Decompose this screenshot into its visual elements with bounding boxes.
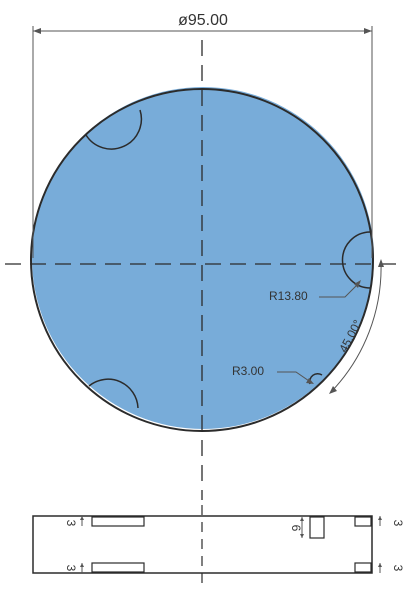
side-view: 3 3 6 3 3 (32, 505, 405, 585)
disc-fill (32, 87, 374, 429)
radius-small-callout: R3.00 (232, 364, 314, 384)
diameter-dimension: ø95.00 (32, 12, 373, 258)
dim-left-bottom: 3 (64, 563, 84, 573)
left-top-pocket (91, 516, 145, 527)
dim-left-top: 3 (64, 516, 84, 527)
disc-outline (30, 88, 374, 432)
dim-right-bottom-arrow (378, 563, 382, 567)
dim-right-top-arrow (378, 516, 382, 520)
leader-r3-00 (277, 371, 313, 384)
angle-arc (330, 261, 382, 393)
leader-r13-80-arrow (354, 280, 361, 288)
left-bottom-pocket (91, 562, 145, 573)
top-view (5, 40, 400, 500)
leader-r3-00-arrow (306, 378, 314, 384)
arrow-left (33, 28, 41, 34)
leader-r13-80 (319, 281, 361, 298)
radius-small-label: R3.00 (232, 364, 264, 378)
notch-top-left (85, 109, 143, 150)
dim-slot-arrow-bottom (300, 534, 304, 538)
notch-bottom-left (88, 378, 139, 409)
dim-slot: 6 (289, 517, 304, 538)
arrow-right (364, 28, 372, 34)
radius-large-callout: R13.80 (269, 280, 361, 303)
right-slot (309, 516, 325, 539)
dim-right-top: 3 (378, 516, 405, 527)
dim-left-top-label: 3 (64, 520, 78, 527)
dim-slot-arrow-top (300, 517, 304, 521)
dim-left-top-arrow (80, 516, 84, 520)
dim-slot-label: 6 (289, 525, 303, 532)
diameter-label: ø95.00 (178, 12, 228, 29)
angle-arrow-bottom (329, 386, 337, 394)
dim-left-bottom-arrow (80, 563, 84, 567)
dim-left-bottom-label: 3 (64, 565, 78, 572)
right-bottom-pocket (354, 562, 372, 573)
dim-right-top-label: 3 (391, 520, 405, 527)
radius-large-label: R13.80 (269, 289, 308, 303)
notch-right (341, 231, 372, 289)
dim-right-bottom: 3 (378, 563, 405, 573)
dim-right-bottom-label: 3 (391, 565, 405, 572)
angle-arrow-top (378, 259, 384, 267)
right-top-pocket (354, 516, 372, 527)
